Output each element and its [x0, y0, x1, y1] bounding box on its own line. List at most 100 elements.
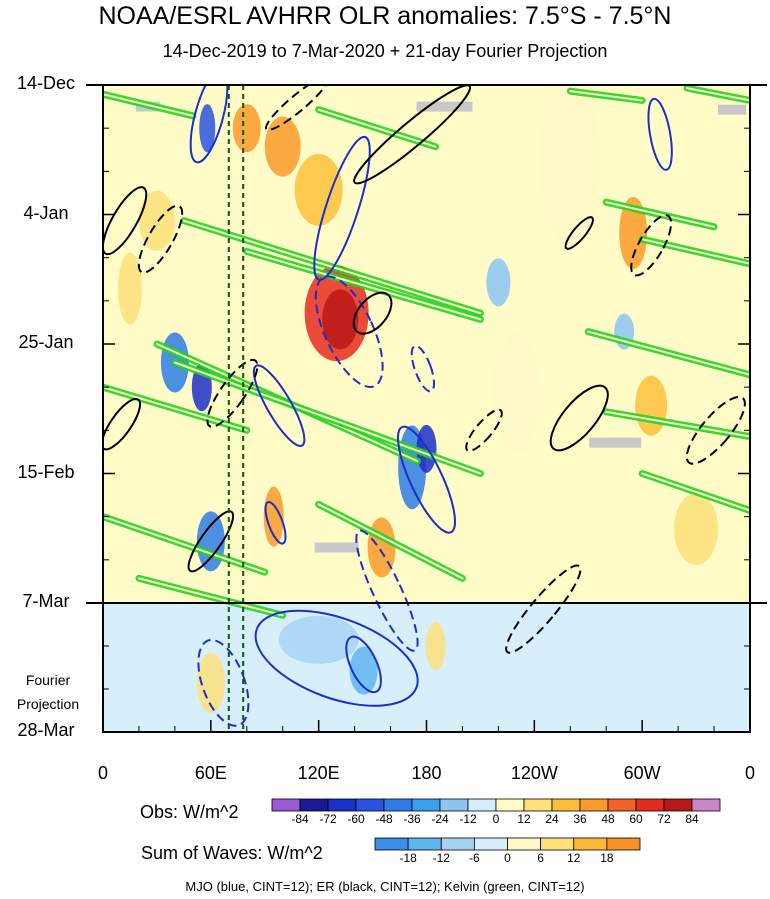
waves-colorbar-tick-label: 0 [504, 851, 511, 865]
waves-colorbar-tick-label: 18 [600, 851, 614, 865]
anomaly-blob [199, 104, 216, 153]
obs-colorbar-swatch [607, 798, 637, 812]
waves-colorbar-tick-label: -12 [432, 851, 450, 865]
fourier-label-line-1: Fourier [25, 672, 71, 688]
waves-colorbar-swatch [507, 837, 542, 851]
waves-colorbar-title: Sum of Waves: W/m^2 [141, 843, 323, 863]
mjo-contour [189, 85, 229, 164]
fourier-label-line-2: Projection [16, 696, 80, 712]
obs-colorbar-swatch [663, 798, 693, 812]
obs-colorbar-swatch [579, 798, 609, 812]
x-tick-label: 0 [97, 763, 108, 783]
fourier-projection-label: Fourier Projection [0, 668, 96, 716]
mjo-contour [410, 344, 436, 393]
waves-colorbar-tick-label: 12 [567, 851, 581, 865]
obs-colorbar-tick-label: 60 [629, 812, 643, 826]
y-tick-label: 15-Feb [17, 461, 75, 482]
waves-colorbar-swatch [374, 837, 409, 851]
kelvin-contour-inner [182, 219, 482, 315]
kelvin-contour-inner [317, 108, 437, 148]
er-contour [630, 214, 673, 277]
anomaly-blob [425, 622, 446, 670]
missing-data-patch [589, 437, 642, 448]
obs-colorbar-swatch [495, 798, 525, 812]
x-tick-label: 0 [744, 763, 755, 783]
obs-colorbar-swatch [271, 798, 301, 812]
waves-colorbar-swatch [473, 837, 508, 851]
anomaly-blob [196, 652, 225, 713]
er-contour [352, 291, 393, 335]
obs-colorbar-swatch [355, 798, 385, 812]
kelvin-contour-inner [137, 577, 284, 617]
waves-colorbar-tick-label: -18 [399, 851, 417, 865]
mjo-contour [647, 97, 673, 171]
chart-title: NOAA/ESRL AVHRR OLR anomalies: 7.5°S - 7… [98, 2, 672, 30]
obs-colorbar-tick-label: 72 [657, 812, 671, 826]
obs-colorbar-swatch [327, 798, 357, 812]
waves-colorbar-swatch [606, 837, 641, 851]
mjo-contour [264, 501, 287, 545]
er-contour [549, 384, 609, 452]
kelvin-contour-inner [173, 361, 482, 475]
kelvin-contour-inner [245, 250, 482, 321]
er-contour [505, 564, 582, 654]
er-contour [564, 216, 594, 250]
obs-colorbar-swatch [523, 798, 553, 812]
anomaly-blob [138, 190, 175, 251]
kelvin-contour-inner [605, 201, 716, 228]
mjo-contour [345, 635, 382, 694]
anomaly-blob [232, 104, 261, 153]
missing-data-patch [314, 542, 359, 553]
obs-colorbar-tick-label: 0 [492, 812, 500, 826]
obs-colorbar-swatch [383, 798, 413, 812]
x-tick-label: 120E [297, 763, 340, 783]
anomaly-blob [278, 615, 359, 664]
obs-colorbar-tick-label: -12 [459, 812, 477, 826]
missing-data-patch [416, 101, 473, 112]
anomaly-blob [294, 153, 343, 226]
waves-colorbar-tick-label: -6 [469, 851, 480, 865]
kelvin-contour-inner [686, 87, 750, 102]
waves-colorbar-swatch [573, 837, 608, 851]
obs-colorbar-tick-label: -84 [291, 812, 309, 826]
kelvin-contour-inner [103, 515, 266, 574]
er-contour [685, 395, 746, 465]
anomaly-blob [635, 375, 668, 436]
anomaly-blob [349, 646, 378, 695]
y-tick-label: 28-Mar [17, 720, 75, 740]
kelvin-contour-inner [641, 238, 750, 265]
anomaly-blob [264, 116, 301, 177]
y-tick-label: 7-Mar [22, 591, 70, 611]
chart-subtitle: 14-Dec-2019 to 7-Mar-2020 + 21-day Fouri… [162, 41, 608, 61]
y-tick-label: 14-Dec [16, 73, 76, 93]
obs-colorbar-swatch [635, 798, 665, 812]
waves-colorbar-swatch [540, 837, 575, 851]
er-contour [465, 408, 503, 452]
obs-colorbar-tick-label: 24 [545, 812, 559, 826]
obs-colorbar-swatch [691, 798, 721, 812]
obs-colorbar-swatch [299, 798, 329, 812]
y-tick-label: 25-Jan [18, 332, 74, 352]
obs-colorbar-tick-label: -60 [347, 812, 365, 826]
mjo-contour [397, 425, 456, 534]
kelvin-contour-inner [605, 410, 750, 438]
x-tick-label: 60W [623, 763, 661, 783]
kelvin-contour-inner [587, 330, 750, 376]
anomaly-blob [674, 493, 719, 565]
chart-footer: MJO (blue, CINT=12); ER (black, CINT=12)… [185, 879, 585, 894]
waves-colorbar-swatch [407, 837, 442, 851]
mjo-contour [254, 609, 419, 707]
obs-colorbar-swatch [467, 798, 497, 812]
obs-colorbar-tick-label: -24 [431, 812, 449, 826]
waves-colorbar-tick-label: 6 [537, 851, 544, 865]
anomaly-blob [486, 258, 511, 307]
obs-colorbar-tick-label: 36 [573, 812, 587, 826]
mjo-contour [313, 135, 371, 281]
x-tick-label: 60E [194, 763, 227, 783]
kelvin-contour-inner [569, 90, 644, 102]
anomaly-blob [322, 289, 359, 350]
waves-colorbar-swatch [440, 837, 475, 851]
obs-colorbar-tick-label: 48 [601, 812, 615, 826]
mjo-contour [252, 364, 306, 447]
